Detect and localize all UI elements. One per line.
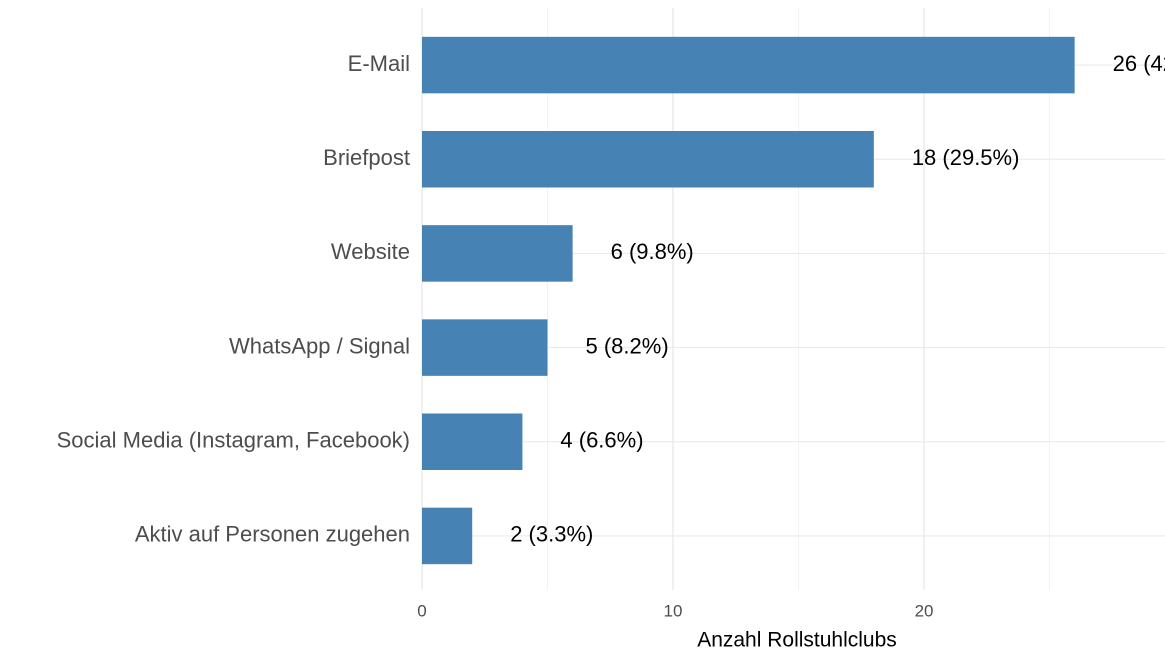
value-label: 6 (9.8%) [611,239,694,264]
value-label: 4 (6.6%) [560,428,643,453]
value-label: 5 (8.2%) [586,333,669,358]
value-label: 2 (3.3%) [510,522,593,547]
y-tick-label: Aktiv auf Personen zugehen [135,522,410,547]
value-label: 26 (42.6%) [1113,51,1165,76]
y-tick-label: E-Mail [348,51,410,76]
value-label: 18 (29.5%) [912,145,1020,170]
bar [422,225,573,282]
y-tick-label: Briefpost [323,145,410,170]
x-tick-label: 0 [417,601,426,620]
y-tick-label: Social Media (Instagram, Facebook) [57,428,410,453]
bar [422,131,874,188]
x-axis-title: Anzahl Rollstuhlclubs [697,629,897,652]
bar [422,319,548,376]
y-tick-label: Website [331,239,410,264]
x-tick-label: 10 [664,601,683,620]
bar [422,507,473,565]
y-tick-label: WhatsApp / Signal [229,333,410,358]
x-tick-label: 20 [915,601,934,620]
bar [422,36,1075,94]
bar [422,413,523,470]
